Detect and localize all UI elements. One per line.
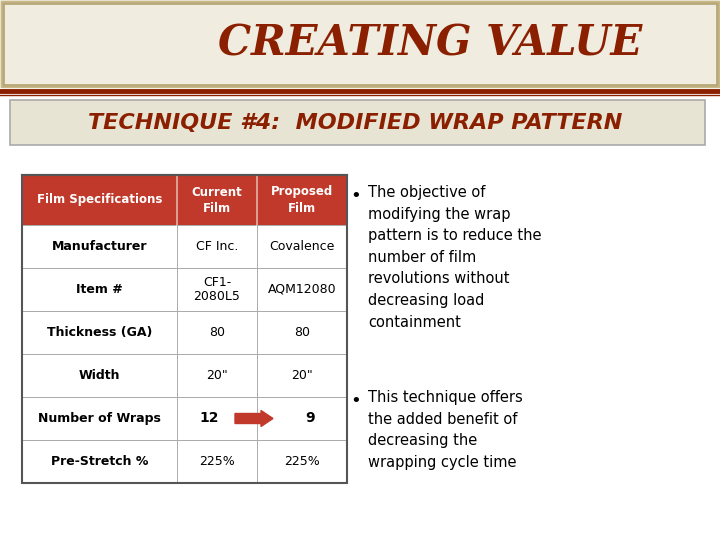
Text: Proposed
Film: Proposed Film — [271, 186, 333, 214]
Text: CF Inc.: CF Inc. — [196, 240, 238, 253]
Text: Current
Film: Current Film — [192, 186, 243, 214]
FancyBboxPatch shape — [10, 100, 705, 145]
Text: 20": 20" — [291, 369, 313, 382]
FancyBboxPatch shape — [22, 397, 347, 440]
FancyArrow shape — [235, 410, 273, 427]
Text: Thickness (GA): Thickness (GA) — [47, 326, 152, 339]
Text: 9: 9 — [305, 411, 315, 426]
Text: 80: 80 — [209, 326, 225, 339]
Text: 225%: 225% — [284, 455, 320, 468]
Text: Film Specifications: Film Specifications — [37, 193, 162, 206]
Text: 20": 20" — [206, 369, 228, 382]
Text: Pre-Stretch %: Pre-Stretch % — [51, 455, 148, 468]
FancyBboxPatch shape — [22, 354, 347, 397]
Text: Width: Width — [78, 369, 120, 382]
Text: 12: 12 — [199, 411, 219, 426]
FancyBboxPatch shape — [0, 0, 720, 88]
Text: TECHNIQUE #4:  MODIFIED WRAP PATTERN: TECHNIQUE #4: MODIFIED WRAP PATTERN — [88, 113, 622, 133]
Text: 225%: 225% — [199, 455, 235, 468]
Text: Manufacturer: Manufacturer — [52, 240, 148, 253]
Text: 80: 80 — [294, 326, 310, 339]
Text: The objective of
modifying the wrap
pattern is to reduce the
number of film
revo: The objective of modifying the wrap patt… — [368, 185, 541, 329]
Text: CREATING VALUE: CREATING VALUE — [218, 23, 642, 65]
FancyBboxPatch shape — [22, 175, 347, 225]
Text: Item #: Item # — [76, 283, 123, 296]
FancyBboxPatch shape — [22, 268, 347, 311]
Text: Number of Wraps: Number of Wraps — [38, 412, 161, 425]
FancyBboxPatch shape — [22, 440, 347, 483]
Text: Covalence: Covalence — [269, 240, 335, 253]
Text: This technique offers
the added benefit of
decreasing the
wrapping cycle time: This technique offers the added benefit … — [368, 390, 523, 470]
Text: •: • — [351, 392, 361, 410]
FancyBboxPatch shape — [22, 225, 347, 268]
Text: AQM12080: AQM12080 — [268, 283, 336, 296]
FancyBboxPatch shape — [22, 311, 347, 354]
Text: •: • — [351, 187, 361, 205]
Text: CF1-
2080L5: CF1- 2080L5 — [194, 275, 240, 303]
